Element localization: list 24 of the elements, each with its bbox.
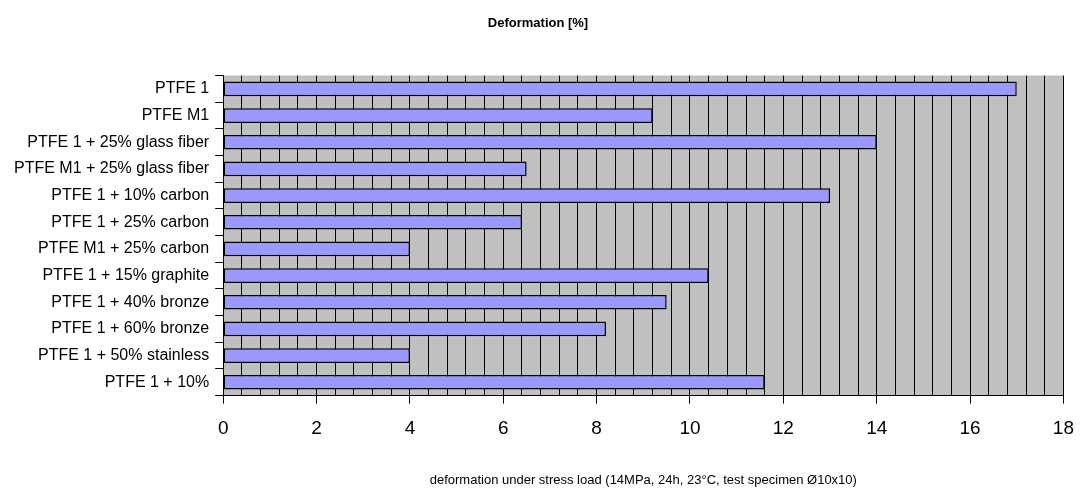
y-tick-label: PTFE 1 + 15% graphite [42,266,210,284]
x-tick-label: 14 [866,417,888,439]
x-tick-label: 6 [497,417,509,439]
y-tick-label: PTFE M1 [141,106,210,124]
y-tick-label: PTFE 1 + 60% bronze [51,319,210,337]
x-axis-title: deformation under stress load (14MPa, 24h, 23°C, test specimen Ø10x10) [429,471,857,487]
y-tick-label: PTFE 1 + 10% [104,372,210,390]
y-tick-label: PTFE 1 + 40% bronze [51,292,210,310]
x-tick-label: 2 [311,417,322,439]
y-tick-label: PTFE 1 + 25% glass fiber [27,132,210,150]
y-tick-label: PTFE 1 [154,79,210,97]
x-tick-label: 4 [404,417,416,439]
x-tick-label: 16 [959,417,981,439]
x-tick-label: 8 [591,417,602,439]
x-tick-label: 18 [1052,417,1074,439]
y-tick-label: PTFE M1 + 25% glass fiber [14,159,210,177]
x-tick-label: 0 [217,417,229,439]
x-tick-label: 12 [772,417,794,439]
y-tick-label: PTFE 1 + 10% carbon [51,186,210,204]
y-tick-label: PTFE 1 + 50% stainless [38,346,210,364]
y-tick-label: PTFE M1 + 25% carbon [38,239,210,257]
chart-title: Deformation [%] [487,15,589,31]
x-tick-label: 10 [679,417,701,439]
y-tick-label: PTFE 1 + 25% carbon [51,212,210,230]
